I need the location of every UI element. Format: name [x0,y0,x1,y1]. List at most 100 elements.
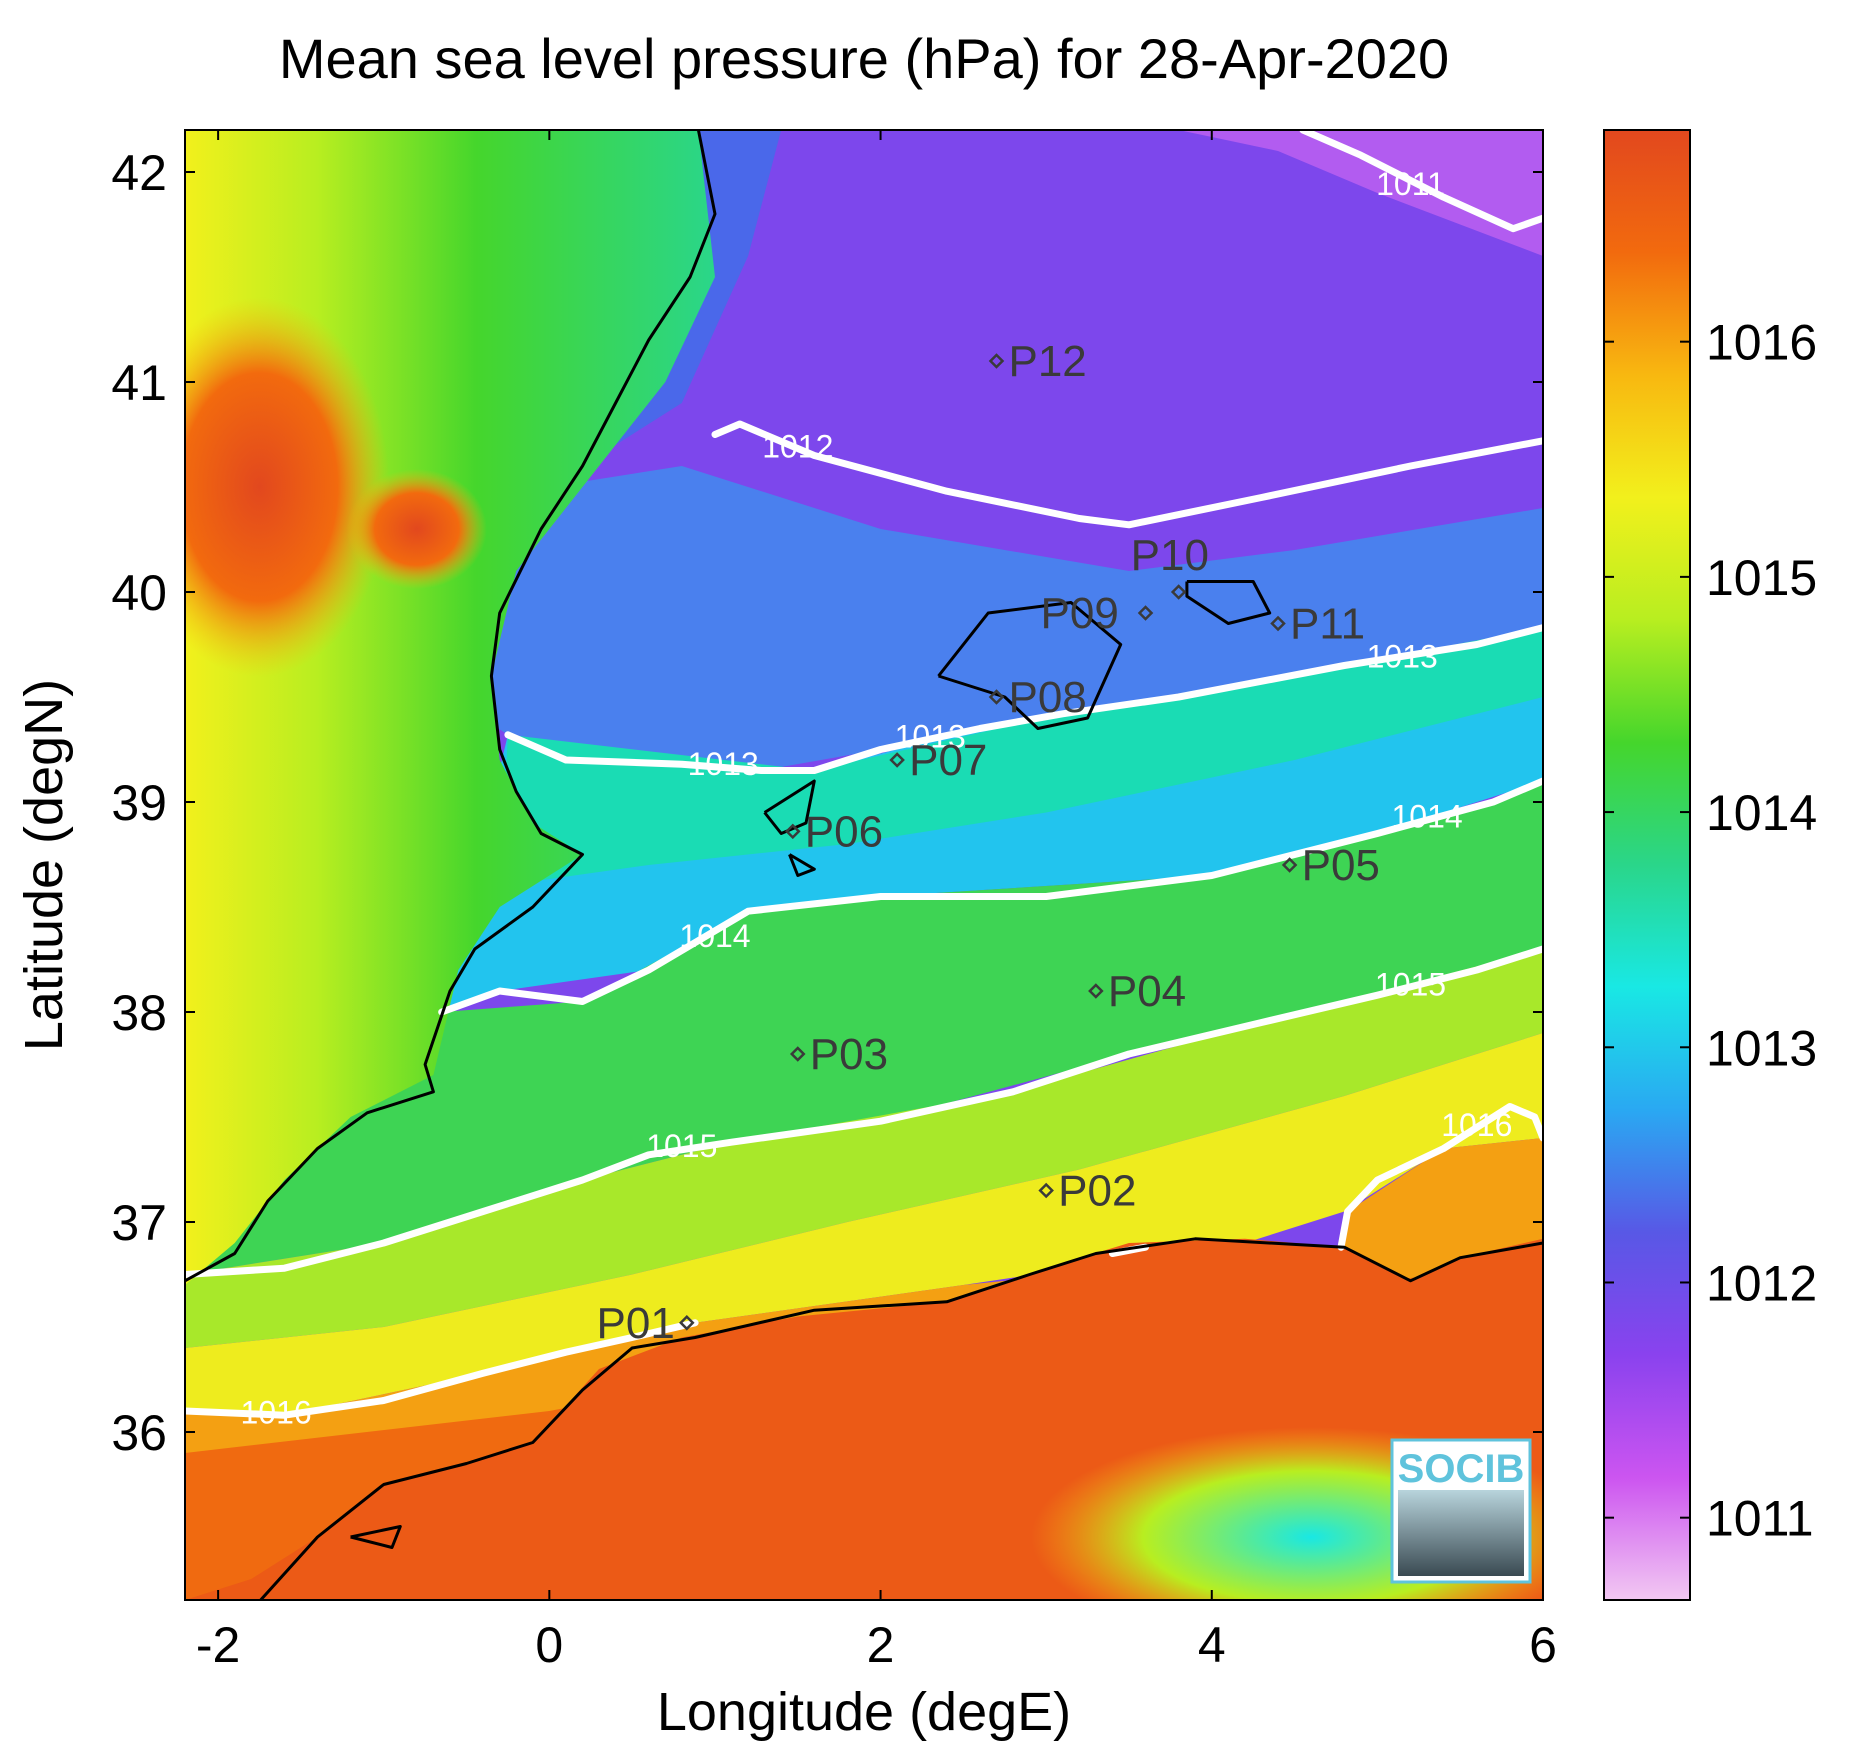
station-p07: P07 [889,736,987,785]
isobar-label: 1011 [1376,166,1445,202]
colorbar-tick-label: 1015 [1706,550,1817,606]
station-marker-icon [1170,584,1187,600]
isobar-line [1337,1103,1543,1251]
colorbar: 1011 1012 1013 1014 1015 1016 [1603,129,1817,1601]
isobar-line [504,624,1543,774]
coastline-layer [185,130,1543,1600]
y-tick-label: 42 [111,145,167,201]
y-tick-label: 38 [111,985,167,1041]
coastline [763,779,816,835]
isobar-line [185,945,1543,1278]
station-label: P11 [1290,600,1365,649]
y-tick-label: 40 [111,565,167,621]
isobar-1016: 1016 1016 [185,1103,1543,1431]
station-label: P07 [909,736,987,785]
pressure-band [1178,130,1543,256]
station-label: P10 [1131,531,1209,580]
colorbar-tick-label: 1014 [1706,785,1817,841]
x-axis-ticks: -2 0 2 4 6 [196,130,1557,1673]
station-label: P09 [1041,589,1119,638]
coastline [937,601,1123,730]
pressure-band [185,949,1543,1348]
station-p02: P02 [1038,1167,1136,1216]
logo-image [1398,1490,1524,1576]
coastline [350,1525,402,1549]
station-marker-icon [785,823,801,840]
isobar-label: 1014 [679,918,750,954]
station-label: P05 [1302,841,1380,890]
colorbar-tick-label: 1013 [1706,1020,1817,1076]
station-label: P03 [810,1030,888,1079]
isobar-line [711,420,1543,529]
logo-wordmark: SOCIB [1398,1447,1525,1491]
colorbar-tick-label: 1011 [1706,1491,1814,1547]
station-marker-icon [1038,1182,1054,1199]
station-p11: P11 [1270,600,1365,649]
isobar-label: 1014 [1392,798,1463,834]
station-label: P04 [1108,967,1186,1016]
y-tick-label: 41 [111,355,167,411]
station-marker-icon [988,353,1005,369]
station-p04: P04 [1088,967,1186,1016]
station-marker-icon [889,752,905,768]
y-tick-label: 36 [111,1405,167,1461]
station-label: P02 [1058,1167,1136,1216]
colorbar-scale [1603,129,1691,1601]
station-p09: P09 [1041,589,1154,638]
isobar-line [438,777,1543,1016]
y-tick-label: 39 [111,775,167,831]
station-marker-icon [679,1315,695,1331]
coastline [185,130,717,1283]
station-marker-icon [1088,983,1104,999]
isobar-label: 1016 [1441,1107,1512,1143]
isobar-line [185,1319,699,1419]
coastline [788,853,816,877]
station-p05: P05 [1281,841,1380,890]
land-high-pressure-patch [346,469,487,589]
isobar-label: 1015 [1375,966,1446,1002]
station-p12: P12 [988,337,1087,386]
isobar-label: 1013 [1367,639,1438,675]
plot-frame [184,129,1544,1601]
colorbar-ticks: 1011 1012 1013 1014 1015 1016 [1604,315,1817,1547]
station-p03: P03 [789,1030,888,1079]
x-tick-label: -2 [196,1617,240,1673]
x-tick-label: 4 [1198,1617,1226,1673]
station-marker-icon [1281,857,1298,873]
y-axis-label: Latitude (degN) [14,679,74,1051]
isobar-1011: 1011 [1299,130,1543,233]
pressure-band [416,466,1543,771]
socib-logo: SOCIB [1390,1438,1532,1584]
station-p10: P10 [1131,531,1209,600]
y-axis-ticks: 36 37 38 39 40 41 42 [111,145,1543,1461]
isobar-1012: 1012 [711,420,1543,529]
pressure-band [185,1033,1543,1416]
x-tick-label: 0 [535,1617,563,1673]
isobar-label: 1016 [241,1395,312,1431]
map-title: Mean sea level pressure (hPa) for 28-Apr… [279,27,1449,90]
isobar-1014: 1014 1014 [438,777,1543,1016]
station-label: P08 [1008,673,1086,722]
station-marker-icon [1270,615,1286,632]
station-label: P12 [1008,337,1086,386]
x-tick-label: 2 [867,1617,895,1673]
pressure-band [499,627,1543,886]
station-label: P06 [805,807,883,856]
x-axis-label: Longitude (degE) [657,1682,1071,1742]
isobar-label: 1013 [895,718,966,754]
station-p01: P01 [597,1299,695,1348]
isobar-label: 1015 [646,1128,717,1164]
pressure-band [185,781,1543,1275]
isobar-label: 1013 [688,746,759,782]
isobar-1013: 1013 1013 1013 [504,624,1543,782]
isobar-line [1299,130,1543,233]
station-marker-icon [1137,605,1154,621]
station-label: P01 [597,1299,675,1348]
isobar-1015: 1015 1015 [185,945,1543,1278]
coastline [1185,580,1272,625]
coastline [258,1237,1543,1600]
isobar-layer: 1011101210131013101310141014101510151016… [185,130,1543,1431]
land-high-pressure-patch [185,297,390,677]
